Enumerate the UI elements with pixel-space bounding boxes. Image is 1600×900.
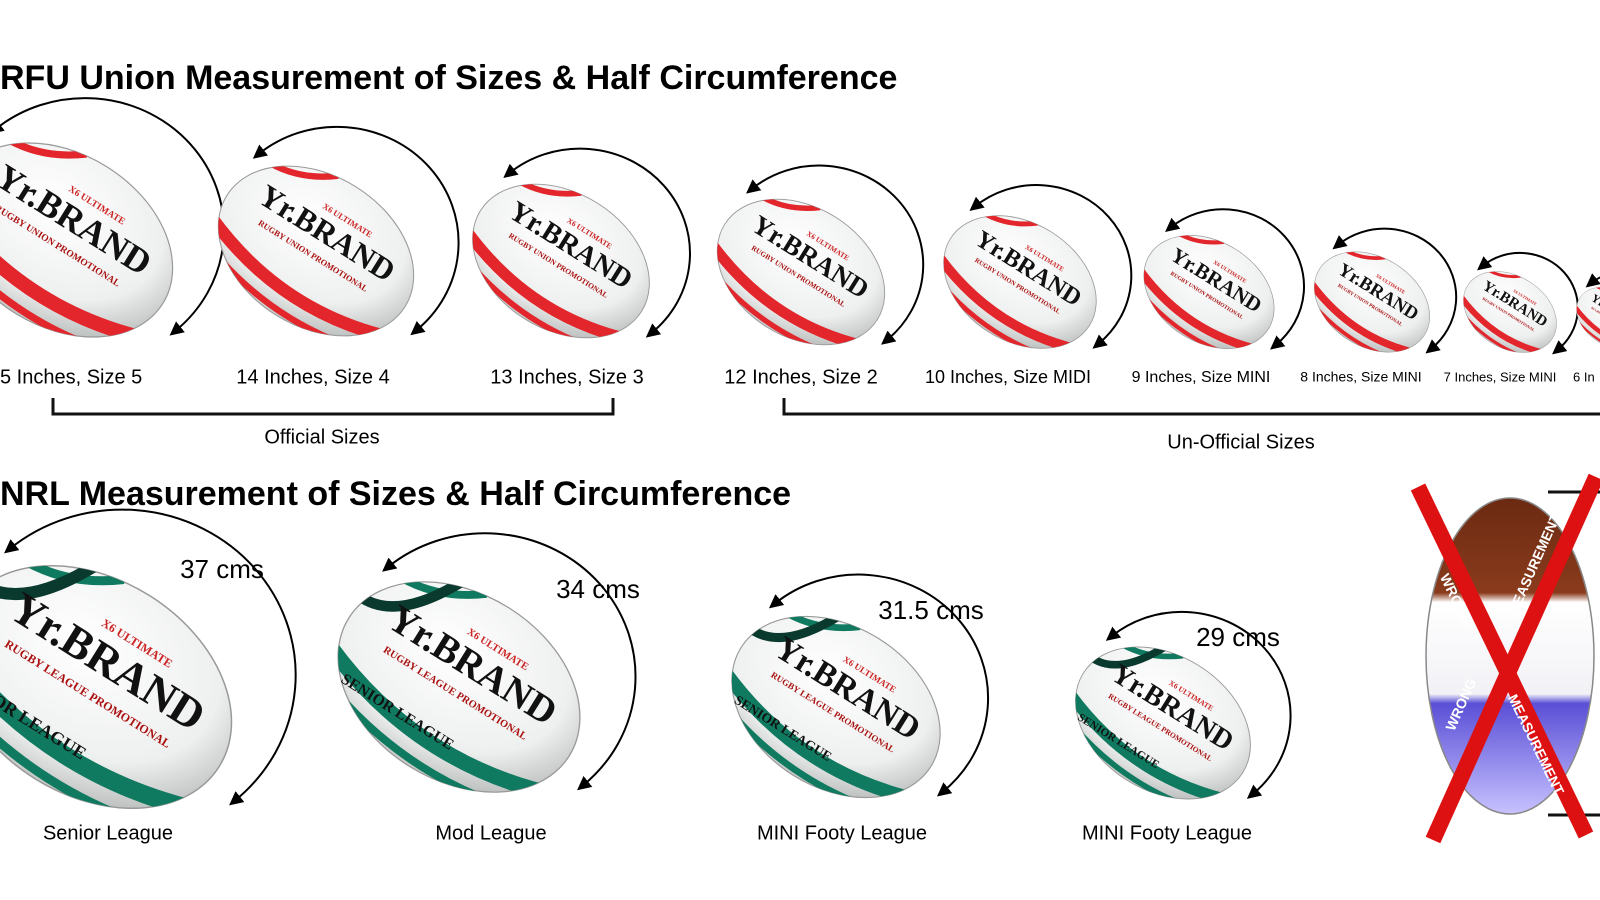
stripe xyxy=(1570,301,1600,353)
size-label: 14 Inches, Size 4 xyxy=(236,366,389,388)
measure-arrow xyxy=(4,508,297,806)
size-label: 8 Inches, Size MINI xyxy=(1300,369,1421,385)
size-label: 9 Inches, Size MINI xyxy=(1132,369,1271,386)
measure-arrow xyxy=(0,97,225,336)
measure-arrow xyxy=(382,532,637,791)
size-label: 13 Inches, Size 3 xyxy=(490,366,643,388)
official-bracket xyxy=(51,398,1600,416)
measure-label: 29 cms xyxy=(1196,622,1280,652)
measure-arrow xyxy=(503,147,691,338)
cross xyxy=(1425,473,1600,844)
measure-arrow xyxy=(252,125,460,336)
ball-label: Mod League xyxy=(435,822,546,844)
group-label: Official Sizes xyxy=(264,426,379,448)
size-label: 12 Inches, Size 2 xyxy=(724,366,877,388)
measure-arrow xyxy=(1165,208,1305,350)
measure-arrow xyxy=(746,164,925,345)
ball-body xyxy=(1143,235,1275,349)
measure-arrow xyxy=(1105,610,1292,799)
group-label: Un-Official Sizes xyxy=(1167,431,1314,453)
union-title: RFU Union Measurement of Sizes & Half Ci… xyxy=(0,59,897,97)
measure-arrow xyxy=(1332,227,1458,354)
measure-arrow xyxy=(969,184,1133,349)
measure-label: 34 cms xyxy=(556,574,640,604)
size-label: 10 Inches, Size MIDI xyxy=(925,367,1091,387)
league-title: NRL Measurement of Sizes & Half Circumfe… xyxy=(0,475,791,513)
measure-label: 37 cms xyxy=(180,554,264,584)
cross xyxy=(1410,483,1594,839)
ball-label: MINI Footy League xyxy=(757,822,927,844)
ball-body xyxy=(943,215,1097,349)
ball-label: MINI Footy League xyxy=(1082,822,1252,844)
ball-label: Senior League xyxy=(43,822,173,844)
size-label: 6 In xyxy=(1573,369,1595,384)
measure-label: 31.5 cms xyxy=(878,595,984,625)
ball-body xyxy=(217,165,415,337)
measure-arrow xyxy=(768,573,990,797)
measure-arrow xyxy=(1477,251,1579,355)
size-label: 7 Inches, Size MINI xyxy=(1444,369,1557,384)
size-label: 5 Inches, Size 5 xyxy=(0,366,142,388)
ball-body xyxy=(716,198,886,346)
ball-body xyxy=(1314,251,1430,353)
